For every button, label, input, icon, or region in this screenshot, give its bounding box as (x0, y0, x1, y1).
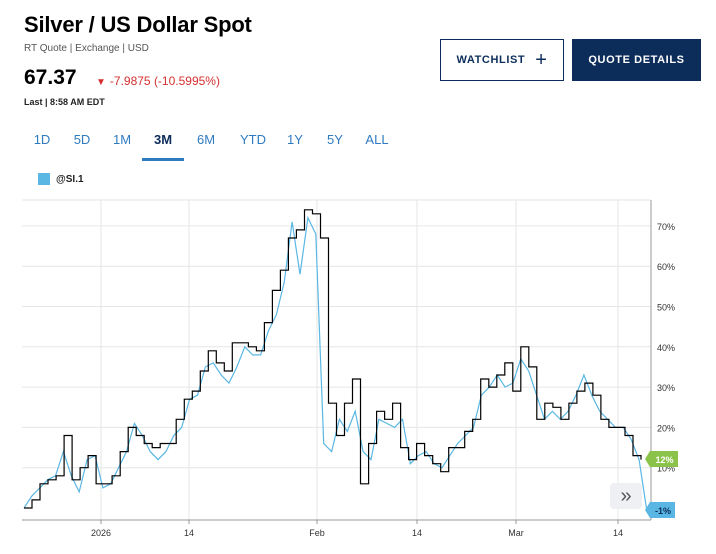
tab-1y[interactable]: 1Y (287, 132, 303, 147)
scroll-forward-button[interactable]: » (610, 483, 642, 509)
badge-last-black-shape (645, 451, 678, 467)
legend-swatch (38, 173, 50, 185)
last-updated: Last | 8:58 AM EDT (24, 97, 105, 107)
watchlist-label: WATCHLIST (456, 54, 526, 66)
tab-6m[interactable]: 6M (196, 132, 216, 147)
badge-last-blue-label: -1% (655, 506, 671, 516)
tab-5d[interactable]: 5D (73, 132, 91, 147)
x-tick-label: 14 (184, 528, 194, 538)
quote-details-button[interactable]: QUOTE DETAILS (572, 39, 701, 81)
y-tick-label: 10% (657, 464, 675, 474)
quote-details-label: QUOTE DETAILS (588, 54, 685, 66)
y-tick-label: 30% (657, 383, 675, 393)
price-change-value: -7.9875 (-10.5995%) (109, 74, 220, 88)
y-tick-label: 60% (657, 262, 675, 272)
x-tick-label: 14 (412, 528, 422, 538)
badge-last-black-label: 12% (655, 455, 673, 465)
watchlist-button[interactable]: WATCHLIST + (440, 39, 564, 81)
price-change: ▼ -7.9875 (-10.5995%) (96, 74, 220, 88)
x-tick-label: 2026 (91, 528, 111, 538)
badge-last-blue-shape (645, 502, 675, 518)
tab-1m[interactable]: 1M (112, 132, 132, 147)
x-tick-label: Mar (508, 528, 524, 538)
tab-all[interactable]: ALL (365, 132, 389, 147)
series-line-black (24, 209, 642, 509)
x-tick-label: 14 (613, 528, 623, 538)
tab-ytd[interactable]: YTD (240, 132, 266, 147)
y-tick-label: 70% (657, 222, 675, 232)
last-price: 67.37 (24, 66, 77, 89)
legend-label: @SI.1 (56, 173, 84, 185)
tab-3m[interactable]: 3M (142, 130, 184, 161)
y-tick-label: 40% (657, 343, 675, 353)
y-tick-label: 50% (657, 303, 675, 313)
tab-1d[interactable]: 1D (33, 132, 51, 147)
y-tick-label: 20% (657, 423, 675, 433)
tab-5y[interactable]: 5Y (327, 132, 343, 147)
double-chevron-right-icon: » (620, 484, 632, 507)
x-tick-label: Feb (309, 528, 325, 538)
quote-subtitle: RT Quote | Exchange | USD (24, 43, 149, 54)
plus-icon: + (535, 49, 548, 71)
page-title: Silver / US Dollar Spot (24, 12, 252, 37)
down-arrow-icon: ▼ (96, 77, 106, 88)
chart-legend: @SI.1 (38, 173, 84, 185)
